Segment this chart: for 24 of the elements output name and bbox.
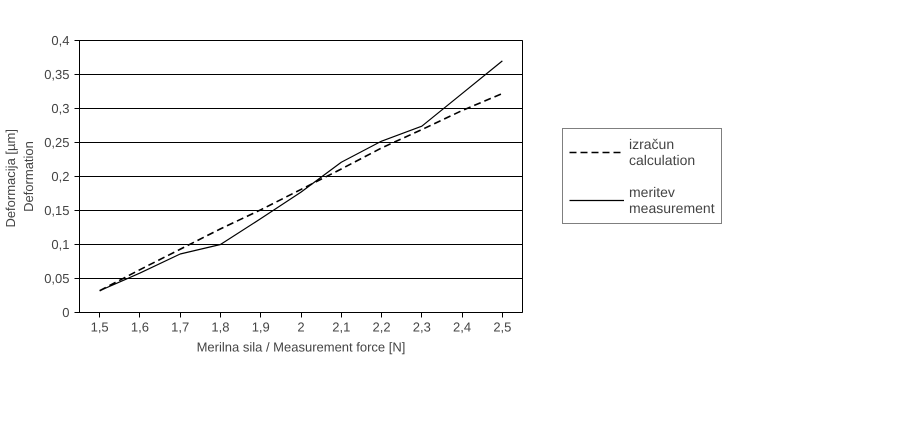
y-tick-label: 0,25 bbox=[44, 135, 70, 150]
x-axis-title: Merilna sila / Measurement force [N] bbox=[196, 340, 406, 354]
legend-label: meritev measurement bbox=[629, 183, 715, 217]
legend-label: izračun calculation bbox=[629, 135, 696, 169]
y-tick-label: 0,3 bbox=[51, 101, 70, 116]
x-tick-label: 2 bbox=[297, 320, 305, 334]
x-tick-label: 2,2 bbox=[372, 320, 391, 334]
y-tick-label: 0,35 bbox=[44, 67, 70, 82]
y-tick-label: 0 bbox=[62, 305, 70, 320]
x-tick-label: 1,7 bbox=[171, 320, 190, 334]
x-tick-label: 2,5 bbox=[493, 320, 512, 334]
x-tick-label: 2,4 bbox=[453, 320, 472, 334]
y-axis-title: Deformacija [µm] Deformation bbox=[3, 129, 36, 228]
x-tick-label: 1,9 bbox=[252, 320, 270, 334]
x-tick-label: 1,8 bbox=[211, 320, 230, 334]
x-tick-label: 2,3 bbox=[412, 320, 431, 334]
y-tick-label: 0,2 bbox=[51, 169, 70, 184]
y-tick-label: 0,1 bbox=[51, 237, 70, 252]
x-tick-label: 2,1 bbox=[332, 320, 350, 334]
x-tick-label: 1,6 bbox=[130, 320, 149, 334]
y-tick-label: 0,4 bbox=[51, 33, 70, 48]
x-tick-label: 1,5 bbox=[90, 320, 109, 334]
y-tick-label: 0,05 bbox=[44, 271, 70, 286]
y-tick-label: 0,15 bbox=[44, 203, 70, 218]
